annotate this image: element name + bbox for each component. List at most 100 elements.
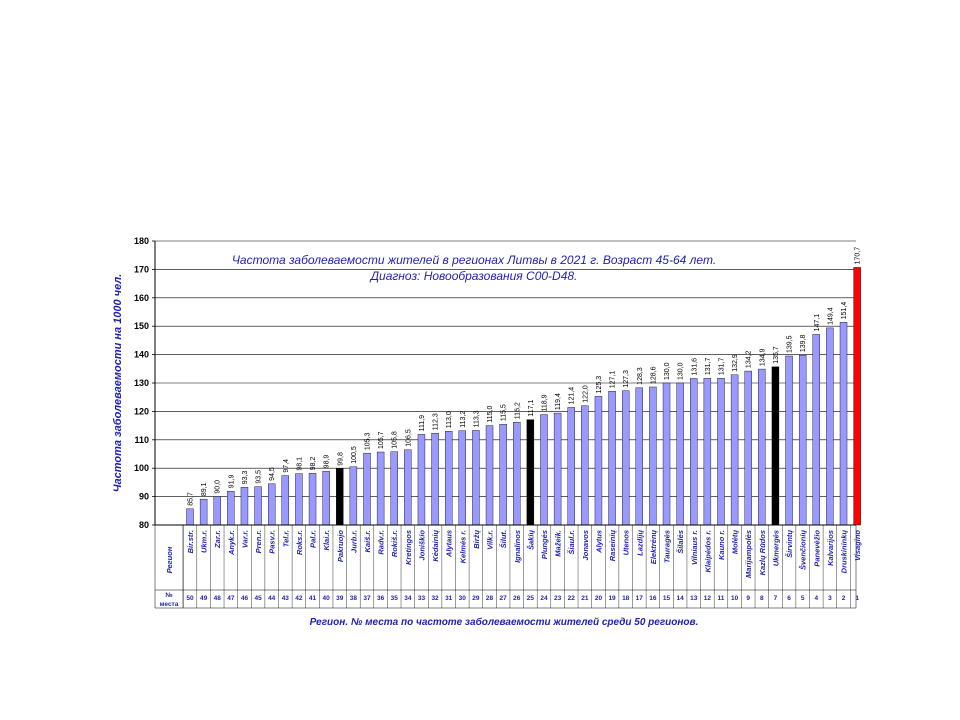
- value-label: 130,0: [664, 362, 671, 380]
- rank-label: 5: [801, 595, 805, 602]
- category-label: Mažeik.: [554, 530, 563, 557]
- rank-label: 24: [540, 595, 548, 602]
- value-label: 135,7: [773, 346, 780, 364]
- value-label: 149,4: [827, 307, 834, 325]
- rank-label: 22: [568, 595, 576, 602]
- rank-label: 25: [527, 595, 535, 602]
- rank-label: 42: [295, 595, 303, 602]
- rank-label: 32: [431, 595, 439, 602]
- rank-label: 49: [200, 595, 208, 602]
- value-label: 139,8: [800, 335, 807, 353]
- bar: [336, 468, 344, 526]
- rank-label: 23: [554, 595, 562, 602]
- value-label: 127,1: [610, 371, 617, 389]
- category-table: Регион № места: [154, 525, 857, 609]
- rank-label: 40: [323, 595, 331, 602]
- rank-label: 20: [595, 595, 603, 602]
- category-label: Širvintų: [785, 530, 794, 558]
- category-label: Pren.r.: [254, 530, 263, 553]
- value-label: 91,9: [228, 474, 235, 488]
- rank-label: 45: [254, 595, 262, 602]
- rank-label: 48: [214, 595, 222, 602]
- rank-labels: 50 49 48 47 46 45 44 43 42 41 40 39 38 37 36 35 34 33 32 31…: [186, 595, 859, 602]
- bar: [853, 267, 861, 526]
- category-label: Zar.r.: [213, 530, 222, 549]
- category-label: Kaiš.r.: [363, 530, 372, 553]
- category-label: Utenos: [622, 530, 631, 555]
- rank-label: 12: [704, 595, 712, 602]
- category-label: Panevėžio: [812, 530, 821, 567]
- value-label: 85,7: [188, 492, 195, 506]
- y-tick-label: 90: [139, 492, 149, 502]
- bar: [417, 434, 426, 526]
- rank-label: 44: [268, 595, 276, 602]
- bar: [499, 423, 507, 526]
- value-label: 147,1: [814, 314, 821, 332]
- value-label: 111,9: [419, 415, 426, 432]
- value-label: 100,5: [351, 446, 358, 464]
- value-label: 139,5: [787, 335, 794, 353]
- bar: [363, 452, 371, 526]
- rank-label: 11: [718, 595, 725, 602]
- bar: [431, 433, 439, 526]
- rank-label: 10: [731, 595, 739, 602]
- rank-label: 35: [391, 595, 399, 602]
- row-header-rank-word: места: [160, 601, 179, 608]
- bar: [771, 366, 780, 526]
- category-label: Kauno r.: [717, 530, 726, 560]
- rank-label: 3: [828, 595, 832, 602]
- value-label: 128,3: [637, 367, 644, 385]
- value-label: 89,1: [201, 482, 208, 496]
- bar: [349, 466, 358, 526]
- bar: [649, 386, 657, 526]
- rank-label: 31: [445, 595, 453, 602]
- category-label: Var.r.: [240, 530, 249, 548]
- value-label: 93,3: [242, 470, 249, 484]
- bar: [594, 396, 603, 526]
- category-label: Radv.r.: [377, 530, 386, 555]
- bar: [213, 496, 221, 526]
- category-label: Marijampolės: [744, 530, 753, 578]
- bar: [690, 378, 698, 526]
- category-label: Tel.r.: [281, 530, 290, 547]
- bar: [281, 475, 290, 526]
- value-label: 98,2: [310, 457, 317, 471]
- value-label: 115,0: [487, 405, 494, 422]
- y-tick-label: 80: [139, 520, 149, 530]
- rank-label: 6: [787, 595, 791, 602]
- x-axis-title: Регион. № места по частоте заболеваемост…: [310, 616, 699, 628]
- bar: [581, 405, 589, 526]
- value-label: 113,3: [473, 410, 480, 427]
- rank-label: 4: [814, 595, 818, 602]
- value-label: 121,4: [569, 387, 576, 405]
- category-label: Alytaus: [445, 530, 454, 558]
- value-label: 105,8: [392, 431, 399, 449]
- value-label: 117,1: [528, 400, 535, 417]
- category-label: Kazlų Rūdos: [758, 530, 767, 575]
- category-label: Pakruojo: [336, 530, 345, 563]
- rank-label: 16: [649, 595, 657, 602]
- value-label: 98,9: [324, 455, 331, 469]
- rank-label: 27: [500, 595, 508, 602]
- rank-label: 36: [377, 595, 385, 602]
- rank-label: 9: [746, 595, 750, 602]
- value-label: 115,5: [501, 404, 508, 421]
- bar: [513, 421, 521, 526]
- category-label: Klai.r.: [322, 530, 331, 550]
- category-label: Pasv.r.: [268, 530, 277, 554]
- bar: [621, 390, 630, 526]
- y-tick-label: 160: [134, 293, 149, 303]
- y-tick-labels: 80 90 100 110 120 130 140 150 160 170 180: [134, 236, 149, 530]
- bar: [553, 412, 562, 526]
- bar: [267, 483, 276, 526]
- bar: [730, 374, 739, 526]
- rank-label: 8: [760, 595, 764, 602]
- category-label: Kretingos: [404, 530, 413, 565]
- value-label: 131,6: [691, 358, 698, 376]
- category-label: Šilalės: [676, 530, 685, 554]
- category-label: Ukm.r.: [200, 530, 209, 553]
- value-label: 105,3: [364, 433, 371, 451]
- y-tick-label: 120: [134, 406, 149, 416]
- bar: [199, 498, 208, 526]
- category-label: Kėdainių: [431, 530, 440, 562]
